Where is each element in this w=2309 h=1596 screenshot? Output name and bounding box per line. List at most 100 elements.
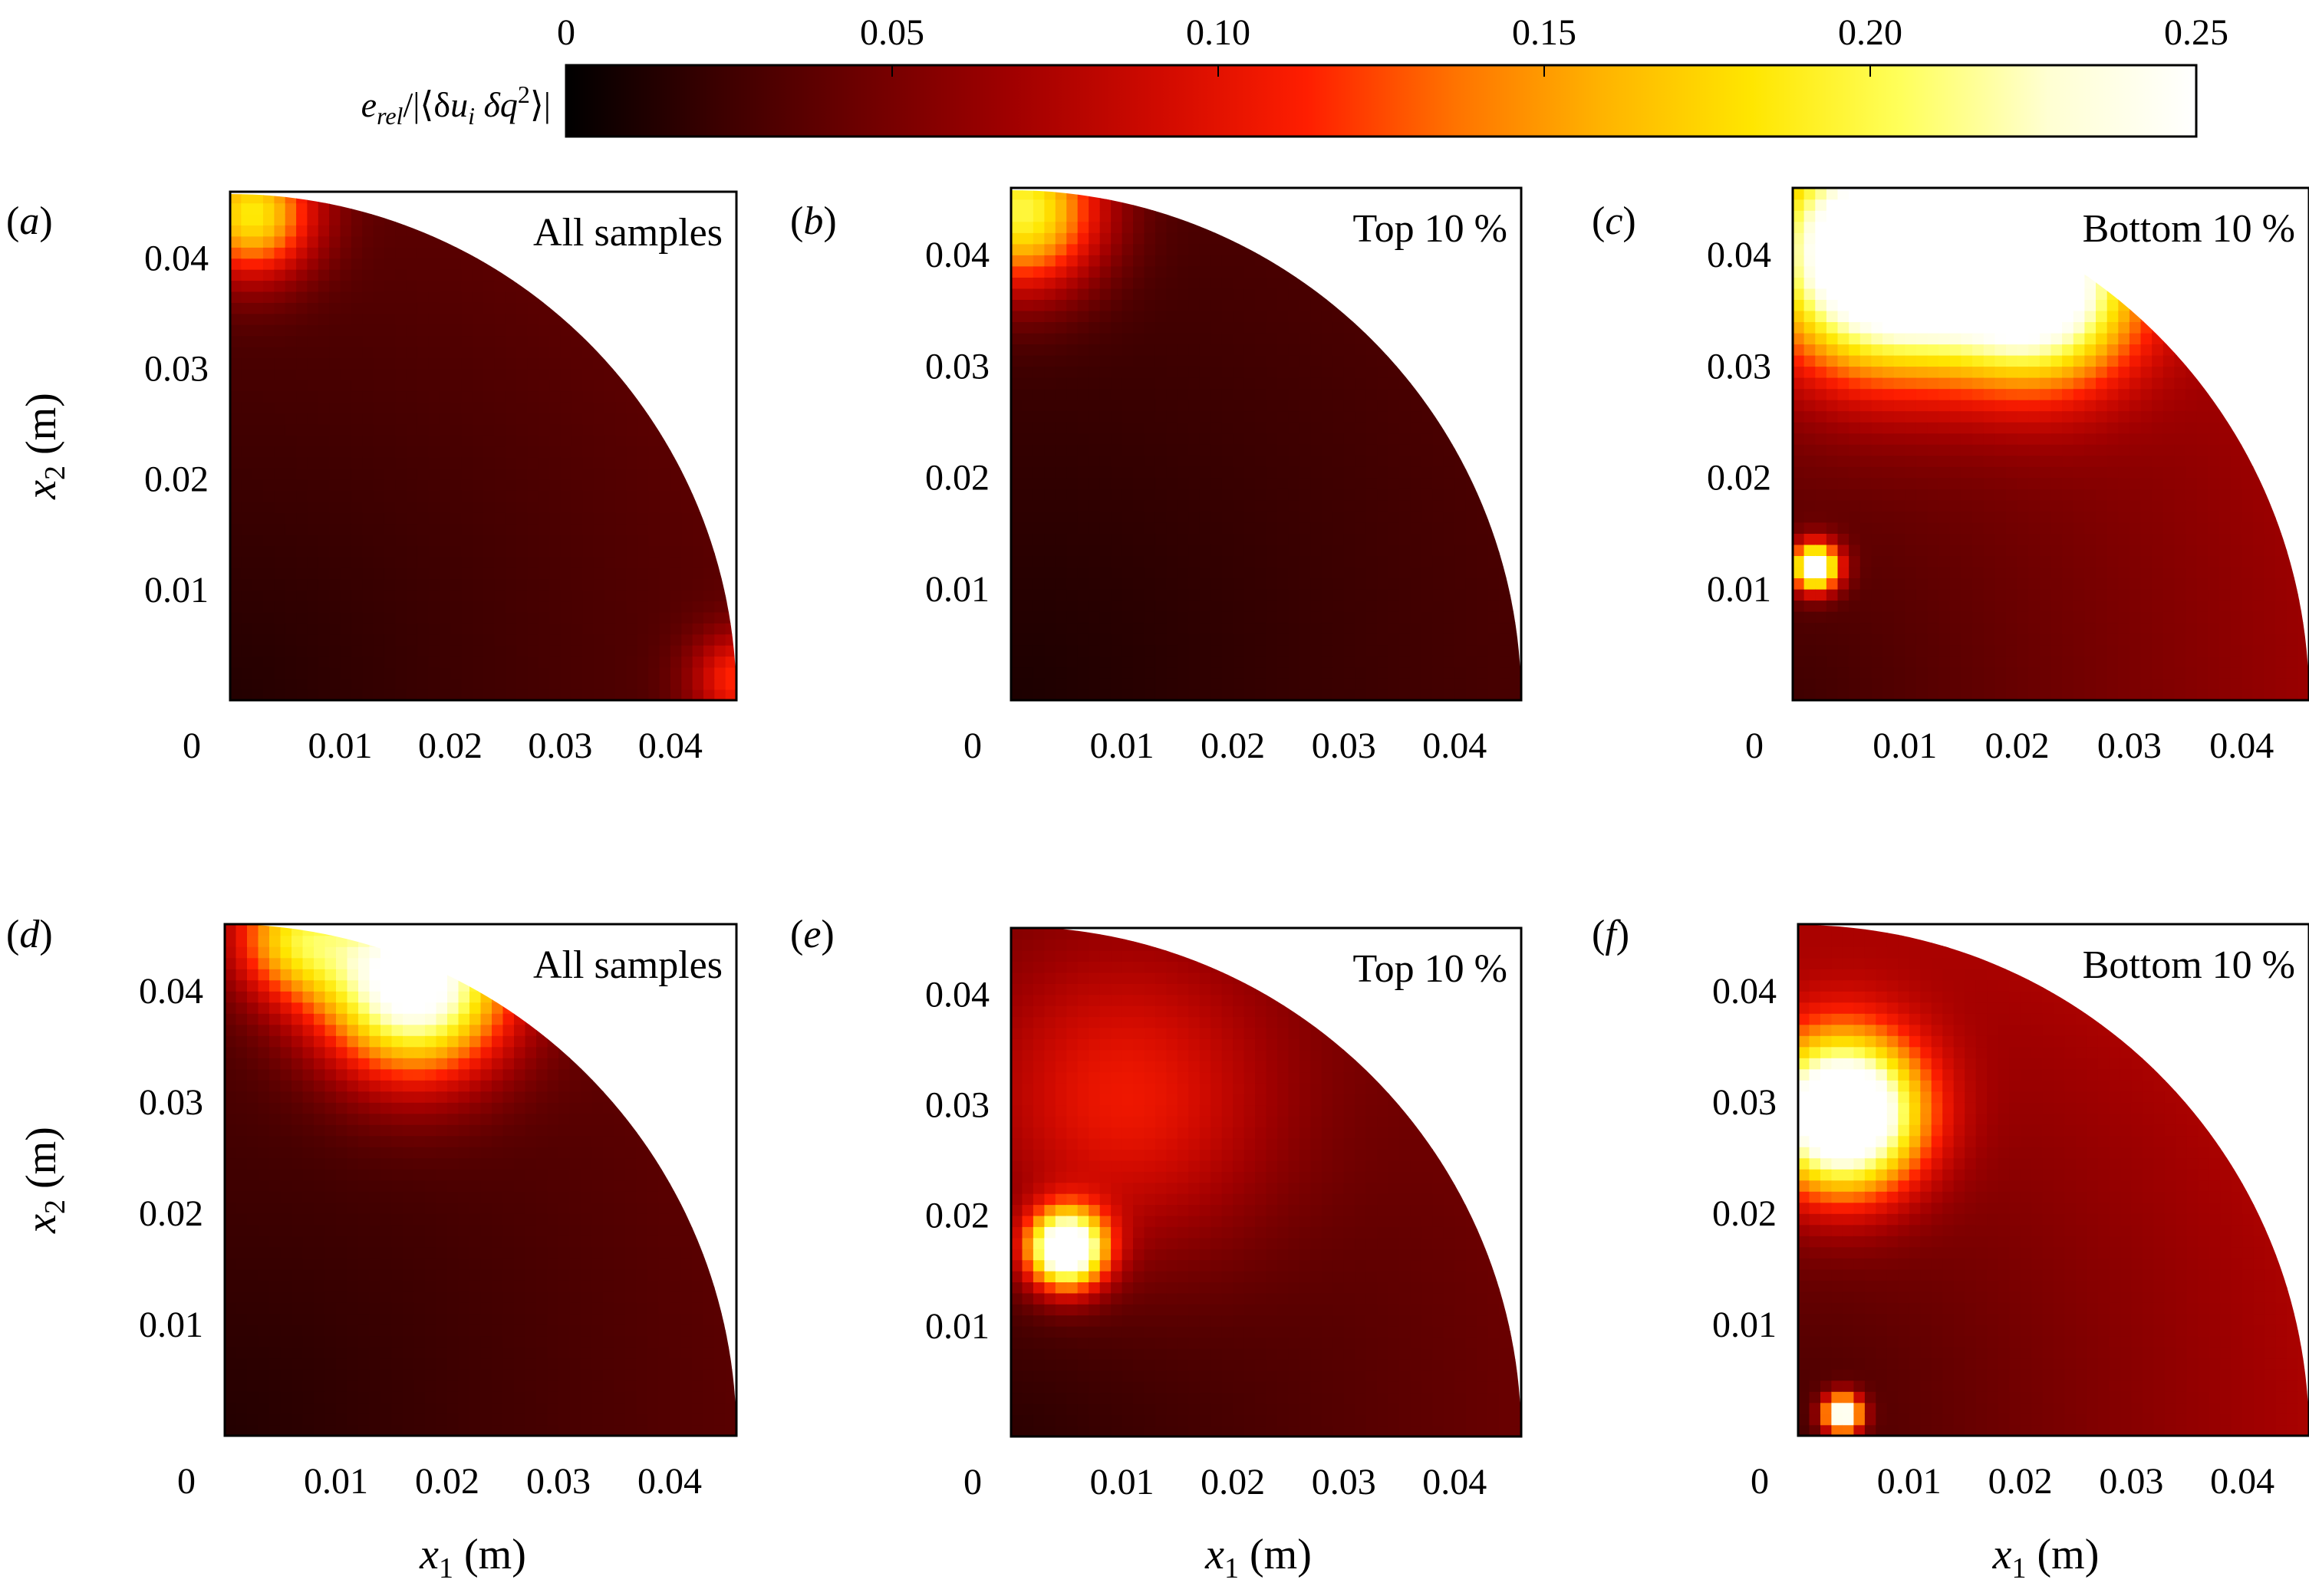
- heatmap-cell: [593, 324, 605, 337]
- heatmap-cell: [483, 601, 496, 613]
- heatmap-cell: [670, 468, 682, 480]
- heatmap-cell: [439, 302, 451, 314]
- heatmap-cell: [1022, 210, 1034, 222]
- heatmap-cell: [1243, 477, 1256, 489]
- heatmap-cell: [1421, 533, 1434, 545]
- heatmap-cell: [2073, 377, 2086, 390]
- heatmap-cell: [2129, 444, 2142, 456]
- heatmap-cell: [2096, 366, 2108, 378]
- heatmap-cell: [230, 213, 242, 225]
- heatmap-cell: [1255, 366, 1267, 378]
- heatmap-cell: [1915, 243, 1929, 255]
- heatmap-cell: [417, 225, 429, 237]
- heatmap-cell: [1144, 466, 1156, 479]
- heatmap-cell: [1066, 566, 1079, 578]
- heatmap-cell: [307, 280, 319, 292]
- heatmap-cell: [1893, 188, 1906, 200]
- heatmap-cell: [252, 194, 264, 204]
- heatmap-cell: [626, 545, 638, 558]
- heatmap-cell: [1144, 678, 1156, 690]
- heatmap-cell: [1199, 422, 1212, 434]
- heatmap-cell: [1066, 489, 1079, 501]
- heatmap-cell: [1355, 444, 1367, 456]
- heatmap-cell: [2152, 321, 2164, 334]
- heatmap-cell: [428, 302, 440, 314]
- heatmap-cell: [340, 390, 352, 403]
- heatmap-cell: [604, 346, 616, 358]
- heatmap-cell: [263, 258, 275, 270]
- heatmap-cell: [2062, 610, 2074, 624]
- heatmap-cell: [318, 335, 330, 347]
- heatmap-cell: [1277, 455, 1290, 467]
- heatmap-cell: [1177, 477, 1190, 489]
- heatmap-cell: [2140, 522, 2153, 534]
- heatmap-cell: [1277, 288, 1290, 300]
- heatmap-cell: [1044, 232, 1056, 245]
- heatmap-cell: [1849, 466, 1861, 479]
- heatmap-cell: [1803, 600, 1816, 612]
- heatmap-cell: [2039, 489, 2052, 501]
- heatmap-cell: [703, 523, 716, 535]
- heatmap-cell: [1044, 444, 1056, 456]
- heatmap-cell: [1166, 578, 1178, 590]
- heatmap-cell: [549, 666, 562, 679]
- heatmap-cell: [1893, 522, 1906, 534]
- heatmap-cell: [1499, 600, 1511, 612]
- heatmap-cell: [2118, 689, 2130, 700]
- heatmap-cell: [1210, 255, 1223, 267]
- heatmap-cell: [494, 589, 506, 602]
- heatmap-cell: [1077, 477, 1089, 489]
- heatmap-cell: [2084, 489, 2097, 501]
- heatmap-cell: [1815, 255, 1827, 267]
- heatmap-cell: [1044, 199, 1056, 211]
- heatmap-cell: [1077, 388, 1089, 400]
- heatmap-cell: [329, 268, 341, 281]
- heatmap-cell: [1199, 255, 1212, 267]
- heatmap-cell: [2096, 622, 2108, 634]
- heatmap-cell: [2084, 377, 2097, 390]
- heatmap-cell: [439, 611, 451, 624]
- heatmap-cell: [494, 313, 506, 325]
- heatmap-cell: [494, 611, 506, 624]
- heatmap-cell: [340, 247, 352, 259]
- heatmap-cell: [2096, 533, 2108, 545]
- heatmap-cell: [1882, 243, 1895, 255]
- heatmap-cell: [1154, 243, 1168, 255]
- heatmap-cell: [285, 280, 297, 292]
- heatmap-cell: [1133, 644, 1145, 656]
- heatmap-cell: [2106, 422, 2120, 434]
- heatmap-cell: [1022, 388, 1034, 400]
- heatmap-cell: [373, 346, 385, 358]
- heatmap-cell: [2140, 466, 2153, 479]
- heatmap-cell: [1983, 299, 1996, 311]
- heatmap-cell: [1837, 588, 1850, 601]
- heatmap-cell: [1355, 344, 1367, 356]
- heatmap-cell: [1321, 277, 1334, 289]
- heatmap-cell: [1826, 210, 1839, 222]
- heatmap-cell: [373, 501, 385, 513]
- heatmap-cell: [670, 678, 682, 690]
- heatmap-cell: [296, 644, 308, 657]
- heatmap-cell: [615, 435, 627, 447]
- heatmap-cell: [1266, 455, 1278, 467]
- heatmap-cell: [1221, 678, 1234, 690]
- heatmap-cell: [351, 678, 363, 690]
- heatmap-cell: [1099, 221, 1112, 233]
- heatmap-cell: [1299, 321, 1312, 334]
- heatmap-cell: [1233, 366, 1245, 378]
- heatmap-cell: [1133, 666, 1145, 679]
- heatmap-cell: [1033, 678, 1046, 690]
- heatmap-cell: [2118, 299, 2130, 311]
- heatmap-cell: [494, 468, 506, 480]
- heatmap-cell: [1815, 588, 1827, 601]
- heatmap-cell: [1871, 666, 1883, 679]
- heatmap-cell: [1154, 321, 1168, 334]
- heatmap-cell: [307, 247, 319, 259]
- panel-label: (b): [790, 199, 837, 243]
- heatmap-cell: [428, 368, 440, 380]
- heatmap-cell: [1994, 555, 2007, 568]
- heatmap-cell: [439, 633, 451, 646]
- heatmap-cell: [1343, 555, 1355, 568]
- heatmap-cell: [1399, 455, 1411, 467]
- heatmap-cell: [362, 545, 374, 558]
